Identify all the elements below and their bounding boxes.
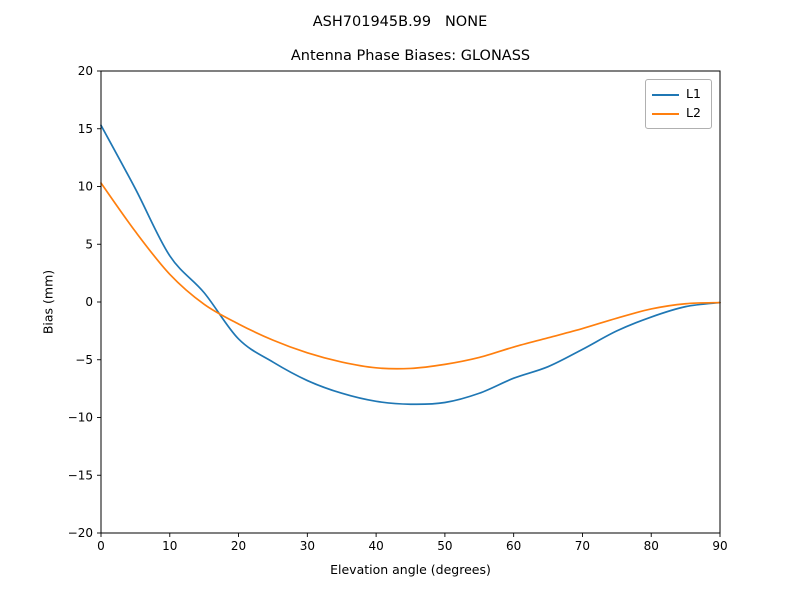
legend: L1 L2 [645, 79, 712, 129]
svg-text:40: 40 [368, 539, 383, 553]
legend-label-l2: L2 [686, 105, 701, 121]
x-axis-label: Elevation angle (degrees) [330, 562, 491, 577]
svg-text:90: 90 [712, 539, 727, 553]
chart-title: Antenna Phase Biases: GLONASS [290, 48, 531, 64]
svg-text:20: 20 [231, 539, 246, 553]
svg-text:0: 0 [97, 539, 105, 553]
svg-text:0: 0 [85, 295, 93, 309]
axis-ticks [97, 70, 721, 537]
svg-text:30: 30 [300, 539, 315, 553]
svg-text:−20: −20 [68, 526, 93, 540]
legend-line-swatch-l1 [652, 93, 679, 96]
series-lines [100, 124, 721, 406]
svg-text:60: 60 [506, 539, 521, 553]
svg-text:5: 5 [85, 237, 93, 251]
svg-text:50: 50 [437, 539, 452, 553]
series-line-l2 [100, 182, 721, 370]
svg-text:15: 15 [78, 122, 93, 136]
svg-text:−15: −15 [68, 468, 93, 482]
figure-suptitle: ASH701945B.99 NONE [312, 14, 488, 30]
svg-text:70: 70 [575, 539, 590, 553]
svg-text:20: 20 [78, 64, 93, 78]
axes-frame [100, 70, 721, 534]
legend-line-swatch-l2 [652, 112, 679, 115]
svg-text:80: 80 [644, 539, 659, 553]
svg-text:−5: −5 [75, 353, 93, 367]
series-line-l1 [100, 124, 721, 406]
svg-text:10: 10 [162, 539, 177, 553]
legend-item-l1: L1 [652, 85, 703, 104]
svg-text:−10: −10 [68, 411, 93, 425]
legend-label-l1: L1 [686, 86, 701, 102]
svg-text:10: 10 [78, 180, 93, 194]
axis-tick-labels: 0 10 20 30 40 50 60 70 80 90 −20 −15 −10 −5 0 5 10 15 20 [68, 64, 728, 553]
legend-item-l2: L2 [652, 104, 703, 123]
